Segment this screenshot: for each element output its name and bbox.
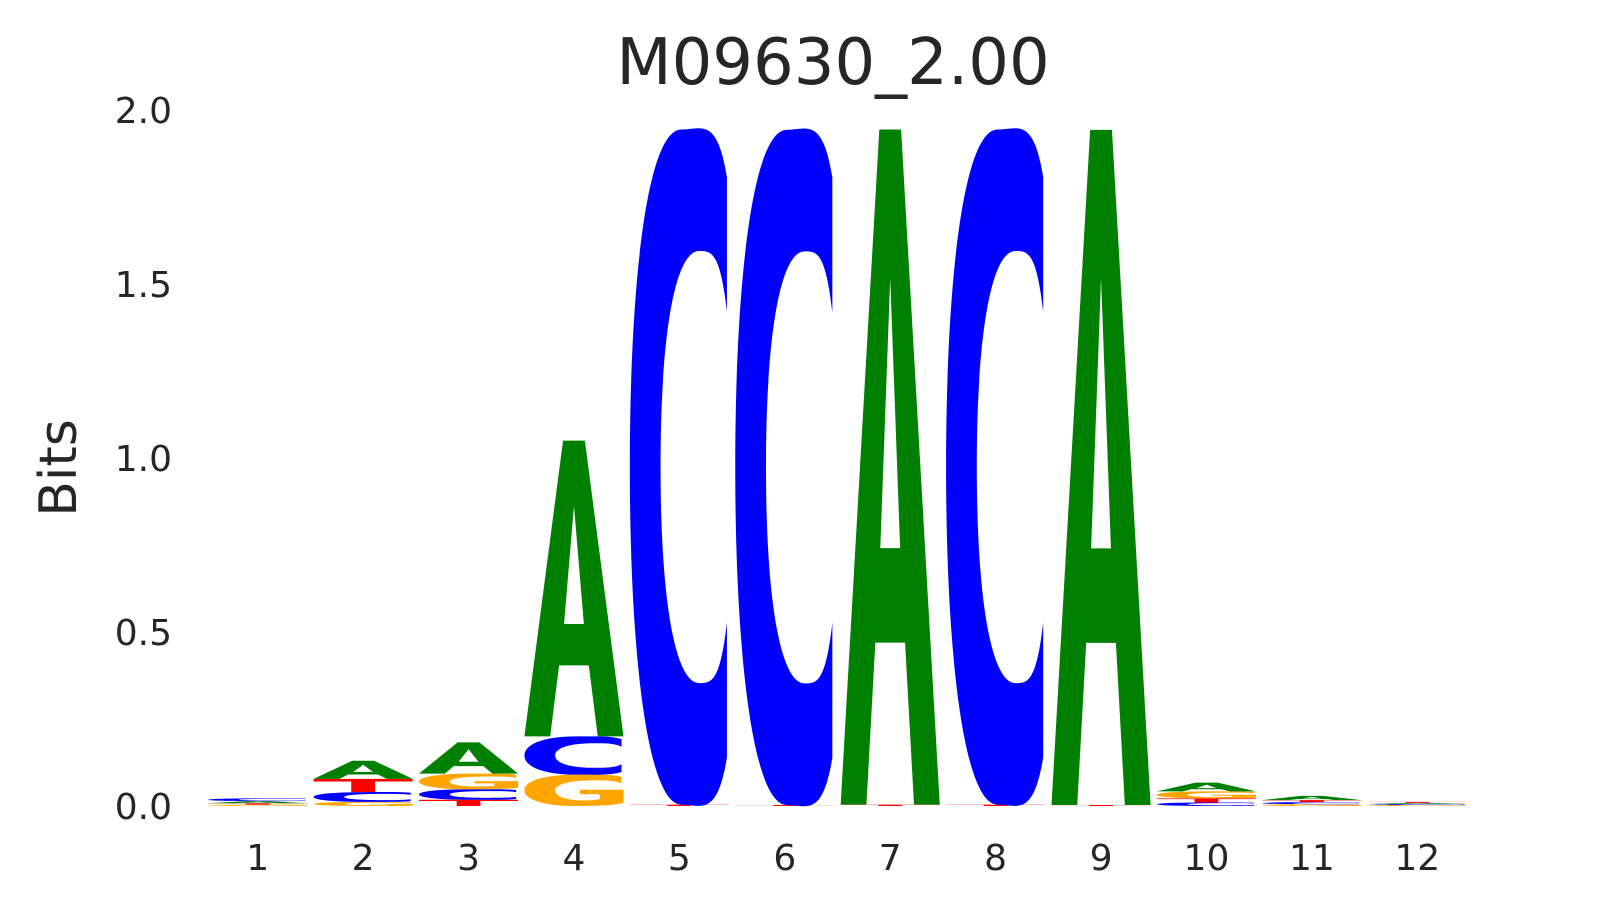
logo-letter-a-pos-1: [208, 801, 308, 804]
logo-letter-t-pos-11: [1262, 800, 1362, 803]
logo-letter-c-pos-1: [208, 798, 306, 802]
logo-letter-t-pos-7: [840, 804, 940, 807]
logo-letter-a-pos-2: [313, 760, 413, 779]
logo-letter-c-pos-4: [524, 736, 622, 775]
y-tick-label: 2.0: [115, 91, 172, 132]
logo-letter-a-pos-11: [1262, 795, 1362, 801]
logo-letter-c-pos-8: [946, 128, 1044, 806]
logo-letter-c-pos-2: [313, 792, 411, 802]
logo-letter-g-pos-12: [1367, 804, 1467, 807]
x-tick-label: 1: [246, 838, 269, 879]
x-axis-ticks: 1 2 3 4 5 6 7 8 9 10 11 12: [246, 838, 1440, 879]
chart-title: M09630_2.00: [616, 26, 1049, 100]
logo-letters: [208, 128, 1467, 807]
logo-letter-g-pos-10: [1156, 791, 1256, 799]
logo-letter-t-pos-1: [208, 803, 308, 805]
logo-letter-a-pos-12: [1367, 802, 1467, 804]
logo-letter-a-pos-7: [840, 129, 940, 805]
x-tick-label: 2: [352, 838, 375, 879]
logo-letter-a-pos-3: [419, 742, 519, 774]
logo-letter-g-pos-1: [208, 804, 308, 807]
x-tick-label: 9: [1090, 838, 1113, 879]
logo-letter-a-pos-4: [524, 440, 624, 737]
logo-letter-g-pos-2: [313, 801, 413, 806]
y-tick-label: 0.0: [115, 787, 172, 828]
logo-letter-t-pos-12: [1367, 801, 1467, 803]
logo-letter-t-pos-5: [629, 804, 729, 807]
x-tick-label: 6: [773, 838, 796, 879]
x-tick-label: 12: [1394, 838, 1440, 879]
y-axis-label: Bits: [29, 419, 89, 517]
y-axis-ticks: 0.0 0.5 1.0 1.5 2.0: [115, 91, 172, 828]
logo-letter-t-pos-3: [419, 799, 519, 807]
y-tick-label: 1.0: [115, 439, 172, 480]
logo-letter-c-pos-11: [1262, 802, 1360, 805]
logo-letter-g-pos-11: [1262, 804, 1362, 806]
y-tick-label: 1.5: [115, 265, 172, 306]
logo-letter-a-pos-9: [1051, 129, 1151, 805]
x-tick-label: 10: [1184, 838, 1230, 879]
logo-letter-g-pos-4: [524, 774, 624, 806]
logo-letter-a-pos-10: [1156, 782, 1256, 792]
y-tick-label: 0.5: [115, 613, 172, 654]
logo-letter-t-pos-9: [1051, 804, 1151, 807]
logo-letter-c-pos-10: [1156, 802, 1255, 807]
logo-letter-t-pos-6: [735, 804, 835, 807]
x-tick-label: 3: [457, 838, 480, 879]
logo-letter-t-pos-8: [946, 804, 1046, 807]
logo-letter-g-pos-3: [419, 773, 519, 790]
logo-letter-t-pos-2: [313, 778, 413, 793]
x-tick-label: 7: [879, 838, 902, 879]
logo-letter-c-pos-5: [629, 128, 727, 806]
x-tick-label: 8: [984, 838, 1007, 879]
logo-letter-t-pos-10: [1156, 798, 1256, 803]
logo-letter-c-pos-12: [1367, 803, 1465, 805]
x-tick-label: 5: [668, 838, 691, 879]
x-tick-label: 4: [563, 838, 586, 879]
logo-letter-c-pos-6: [735, 128, 833, 807]
x-tick-label: 11: [1289, 838, 1335, 879]
logo-letter-c-pos-3: [419, 789, 517, 800]
